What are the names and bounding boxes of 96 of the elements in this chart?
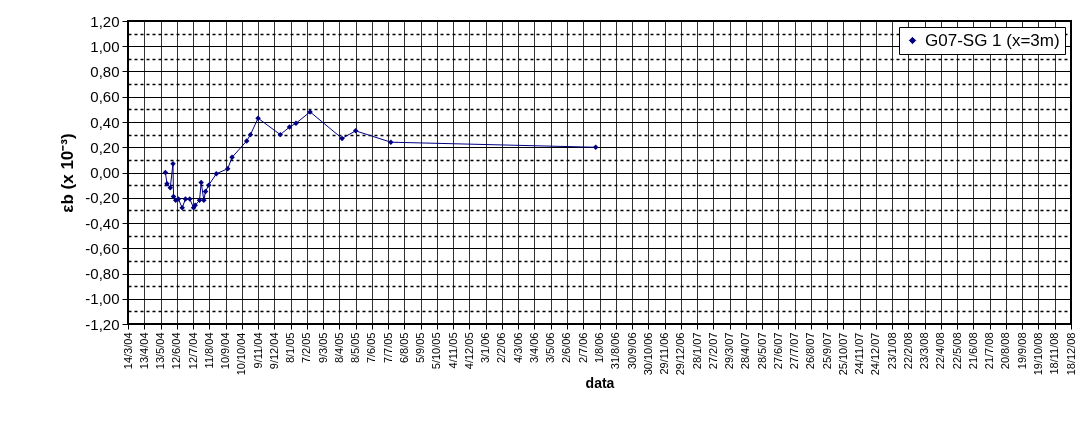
point xyxy=(224,165,231,172)
point xyxy=(243,138,250,144)
x-tick-label: 12/6/04 xyxy=(170,332,183,370)
x-tick-label: 27/6/07 xyxy=(771,332,784,370)
x-tick-label: 23/1/08 xyxy=(885,332,898,370)
x-tick-label: 1/8/06 xyxy=(593,332,605,364)
point xyxy=(286,124,293,130)
y-tick-label: -0,80 xyxy=(85,265,120,282)
x-tick-label: 8/4/05 xyxy=(332,332,345,364)
x-tick-label: 19/9/08 xyxy=(1015,332,1028,370)
x-tick-label: 30/10/06 xyxy=(641,332,654,376)
x-tick-label: 7/7/05 xyxy=(381,332,394,364)
x-tick-label: 2/2/06 xyxy=(495,332,508,364)
x-tick-label: 8/1/05 xyxy=(284,332,297,364)
x-tick-label: 4/3/06 xyxy=(511,332,524,364)
x-tick-label: 5/9/05 xyxy=(414,332,427,364)
y-tick-label: 0,00 xyxy=(90,164,120,181)
x-tick-label: 2/6/06 xyxy=(560,332,573,364)
x-tick-label: 7/2/05 xyxy=(300,332,313,364)
point xyxy=(277,131,284,138)
x-tick-label: 18/12/08 xyxy=(1064,332,1077,376)
x-tick-label: 30/9/06 xyxy=(625,332,638,370)
x-tick-label: 14/3/04 xyxy=(121,332,134,370)
point xyxy=(179,205,185,211)
x-tick-label: 13/5/04 xyxy=(154,332,167,370)
x-tick-label: 13/4/04 xyxy=(137,332,150,370)
x-axis-title: data xyxy=(585,375,615,392)
y-tick-label: -0,40 xyxy=(85,214,120,232)
x-tick-label: 6/8/05 xyxy=(397,332,410,364)
x-tick-label: 21/7/08 xyxy=(983,332,996,370)
point xyxy=(182,196,189,202)
point xyxy=(255,115,261,121)
x-tick-label: 4/11/05 xyxy=(446,332,459,369)
x-tick-label: 8/5/05 xyxy=(349,332,362,364)
x-tick-label: 5/10/05 xyxy=(430,332,443,370)
x-tick-label: 18/11/08 xyxy=(1048,332,1061,375)
y-tick-label: -1,00 xyxy=(85,290,120,308)
y-tick-label: -0,20 xyxy=(85,189,120,207)
x-tick-label: 9/11/04 xyxy=(251,332,264,369)
x-tick-label: 27/2/07 xyxy=(706,332,719,370)
y-tick-label: -0,60 xyxy=(85,239,120,257)
point xyxy=(592,144,599,150)
point xyxy=(229,154,235,161)
x-tick-label: 2/7/06 xyxy=(576,332,589,364)
y-tick-label: 0,60 xyxy=(90,88,120,106)
point xyxy=(192,202,198,209)
point xyxy=(388,139,394,145)
x-tick-label: 3/1/06 xyxy=(479,332,492,364)
point xyxy=(352,128,359,134)
x-tick-label: 23/3/08 xyxy=(918,332,931,370)
x-tick-label: 29/3/07 xyxy=(723,332,736,370)
y-tick-label: 1,00 xyxy=(90,37,120,55)
x-tick-label: 29/12/06 xyxy=(674,332,687,376)
x-tick-label: 27/7/07 xyxy=(788,332,801,370)
point xyxy=(339,135,345,142)
x-tick-label: 10/10/04 xyxy=(235,332,248,376)
x-tick-label: 3/4/06 xyxy=(527,332,540,364)
y-tick-label: 0,80 xyxy=(90,63,120,80)
y-axis-title: εb (x 10⁻³) xyxy=(58,133,78,213)
point xyxy=(213,171,220,177)
x-tick-label: 28/4/07 xyxy=(739,332,752,370)
x-tick-label: 21/6/08 xyxy=(966,332,979,370)
x-tick-label: 25/9/07 xyxy=(820,332,833,370)
x-tick-label: 10/9/04 xyxy=(219,332,232,370)
point xyxy=(201,197,207,204)
x-tick-label: 28/5/07 xyxy=(755,332,768,370)
x-tick-label: 9/12/04 xyxy=(267,332,280,370)
x-tick-label: 3/5/06 xyxy=(544,332,557,364)
x-tick-label: 11/8/04 xyxy=(202,332,215,369)
x-tick-label: 20/8/08 xyxy=(999,332,1012,370)
point xyxy=(293,120,299,126)
point xyxy=(196,197,203,204)
point xyxy=(167,184,174,191)
point xyxy=(206,182,212,188)
y-tick-label: 0,40 xyxy=(90,113,120,131)
point xyxy=(170,160,176,167)
x-tick-label: 19/10/08 xyxy=(1031,332,1044,376)
legend-label: G07-SG 1 (x=3m) xyxy=(925,30,1060,50)
y-tick-label: 1,20 xyxy=(90,12,120,30)
x-tick-label: 22/5/08 xyxy=(950,332,963,370)
x-tick-label: 22/2/08 xyxy=(901,332,914,370)
y-tick-label: 0,20 xyxy=(90,138,120,156)
x-tick-label: 9/3/05 xyxy=(316,332,329,364)
x-tick-label: 4/12/05 xyxy=(462,332,475,370)
x-tick-label: 28/1/07 xyxy=(690,332,703,370)
point xyxy=(198,179,204,186)
x-tick-label: 29/11/06 xyxy=(658,332,671,375)
x-tick-label: 31/8/06 xyxy=(609,332,622,370)
x-tick-label: 12/7/04 xyxy=(186,332,199,370)
x-tick-label: 24/11/07 xyxy=(853,332,866,375)
x-tick-label: 22/4/08 xyxy=(934,332,947,370)
x-tick-label: 26/8/07 xyxy=(804,332,817,370)
x-tick-label: 25/10/07 xyxy=(836,332,849,376)
x-tick-label: 24/12/07 xyxy=(869,332,882,376)
y-tick-label: -1,20 xyxy=(85,315,120,333)
x-tick-label: 7/6/05 xyxy=(365,332,378,364)
